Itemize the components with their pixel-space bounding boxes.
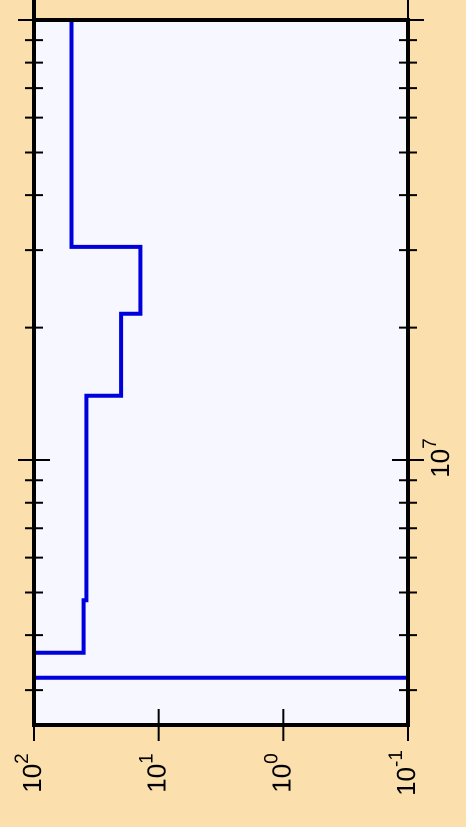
plot-frame: [32, 18, 410, 727]
y-tick-label: 100: [261, 753, 296, 793]
tick-label-base: 10: [142, 764, 172, 793]
tick-label-exponent: 1: [137, 753, 158, 764]
y-tick-label: 102: [12, 753, 47, 793]
tick-label-text: 100: [261, 753, 296, 793]
tick-label-base: 10: [17, 764, 47, 793]
tick-label-text: 107: [420, 438, 455, 478]
tick-label-base: 10: [425, 449, 455, 478]
tick-label-text: 102: [12, 753, 47, 793]
plot-area: [34, 20, 408, 725]
tick-label-text: 101: [137, 753, 172, 793]
y-tick-label: 10-1: [386, 750, 421, 796]
x-tick-label: 107: [420, 438, 455, 478]
tick-label-base: 10: [266, 764, 296, 793]
tick-label-exponent: 2: [12, 753, 33, 764]
tick-label-base: 10: [391, 767, 421, 796]
tick-label-exponent: 7: [420, 438, 441, 449]
tick-label-exponent: -1: [386, 750, 407, 767]
tick-label-exponent: 0: [261, 753, 282, 764]
tick-label-text: 10-1: [386, 750, 421, 796]
y-tick-label: 101: [137, 753, 172, 793]
